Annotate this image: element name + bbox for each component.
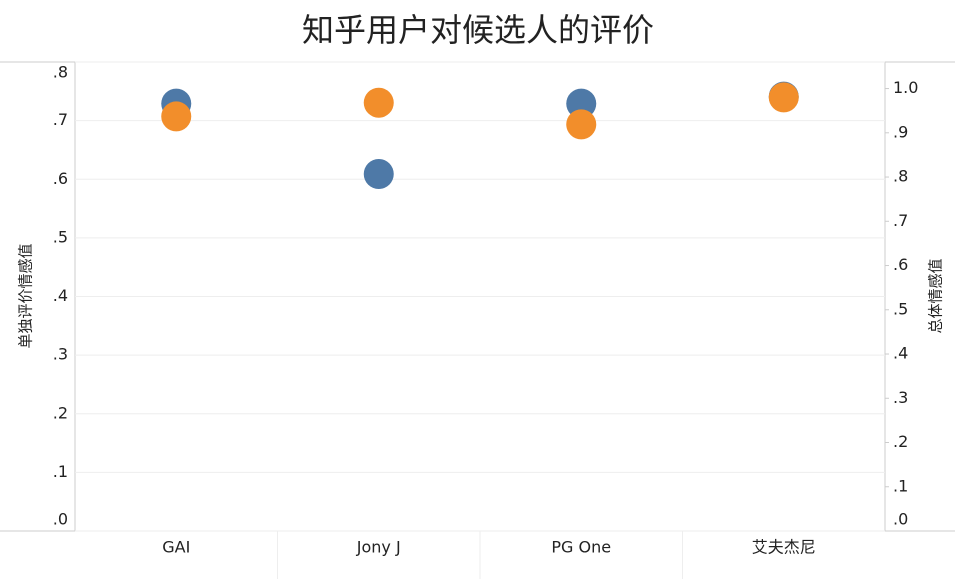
y-tick-label: .0: [53, 510, 68, 529]
dot: [566, 109, 597, 140]
y2-tick-label: .4: [893, 344, 908, 363]
x-tick-label: GAI: [162, 538, 190, 557]
y2-tick-label: .3: [893, 388, 908, 407]
x-tick-label: PG One: [551, 538, 611, 557]
dot: [363, 158, 394, 189]
y2-tick-label: 1.0: [893, 78, 918, 97]
y2-axis-title: 总体情感值: [927, 258, 945, 333]
x-tick-label: 艾夫杰尼: [752, 538, 816, 557]
dot: [768, 82, 799, 113]
y2-tick-label: .6: [893, 255, 908, 274]
y2-tick-label: .8: [893, 167, 908, 186]
y-tick-label: .6: [53, 169, 68, 188]
chart-title: 知乎用户对候选人的评价: [302, 11, 654, 49]
y2-tick-label: .5: [893, 299, 908, 318]
dot: [363, 87, 394, 118]
y-tick-label: .4: [53, 286, 68, 305]
y2-tick-label: .2: [893, 432, 908, 451]
y2-tick-label: .9: [893, 122, 908, 141]
y2-tick-label: .1: [893, 476, 908, 495]
y-tick-label: .5: [53, 227, 68, 246]
y2-tick-label: .0: [893, 510, 908, 529]
y-tick-label: .8: [53, 63, 68, 82]
dot: [566, 88, 597, 119]
y-tick-label: .1: [53, 462, 68, 481]
y-tick-label: .3: [53, 345, 68, 364]
x-tick-label: Jony J: [356, 538, 401, 557]
y2-tick-label: .7: [893, 211, 908, 230]
dot: [161, 101, 192, 132]
y-axis-title: 单独评价情感值: [17, 243, 35, 348]
y-tick-label: .7: [53, 110, 68, 129]
y-tick-label: .2: [53, 403, 68, 422]
